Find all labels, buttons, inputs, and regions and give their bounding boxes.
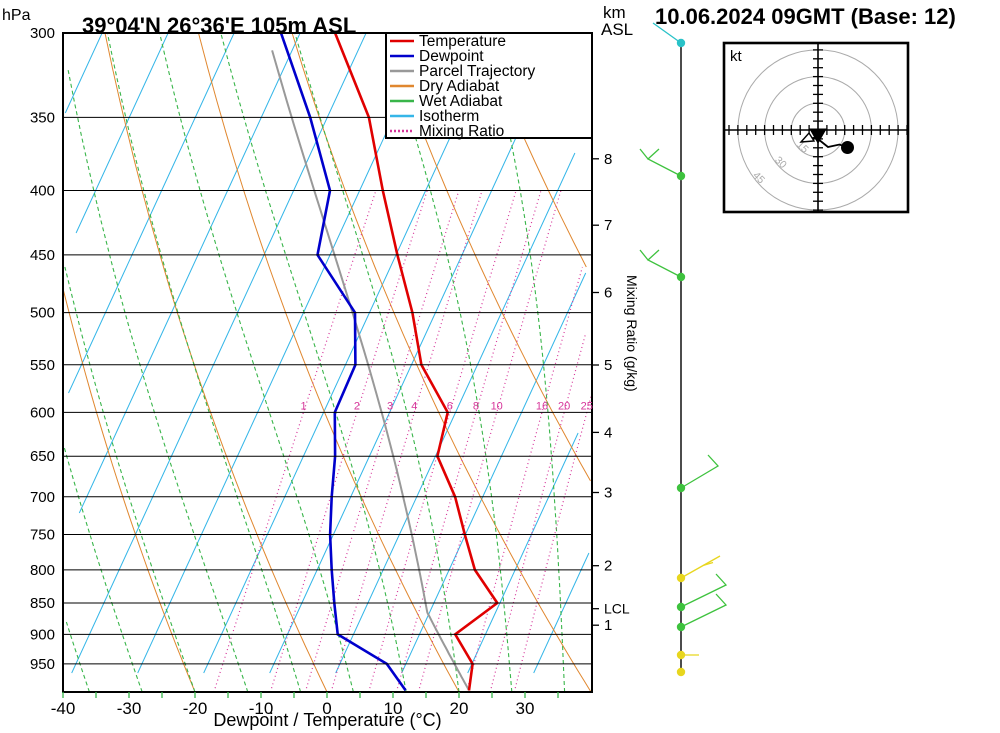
svg-text:kt: kt <box>730 48 743 65</box>
